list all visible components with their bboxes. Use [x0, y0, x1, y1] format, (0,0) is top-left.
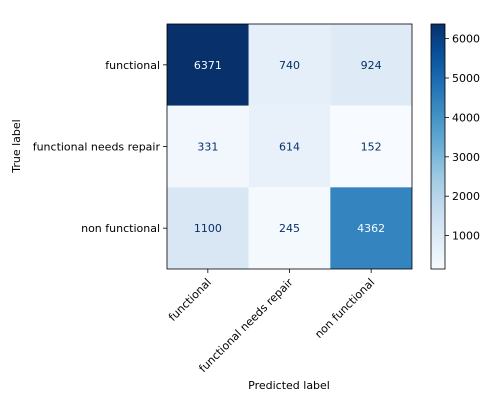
- cell-value-label: 740: [279, 59, 300, 72]
- colorbar-tick-label: 2000: [452, 190, 480, 203]
- x-axis-title: Predicted label: [248, 379, 330, 392]
- cell-value-label: 331: [197, 141, 218, 154]
- y-tick-label: functional needs repair: [33, 141, 161, 154]
- cell-value-label: 245: [279, 222, 300, 235]
- heatmap-cell: [330, 105, 412, 188]
- colorbar-tick-label: 6000: [452, 33, 480, 46]
- heatmap-cell: [167, 187, 249, 269]
- heatmap-cell: [167, 24, 249, 106]
- heatmap-cells: 6371 740 924 331 614 152 1100 245 4362: [167, 24, 412, 269]
- cell-value-label: 1100: [194, 222, 222, 235]
- colorbar-tick-label: 4000: [452, 111, 480, 124]
- heatmap-cell: [248, 187, 331, 269]
- heatmap-cell: [248, 105, 331, 188]
- cell-value-label: 614: [279, 141, 300, 154]
- heatmap-cell: [330, 24, 412, 106]
- colorbar-ticks: 1000 2000 3000 4000 5000 6000: [445, 33, 480, 243]
- colorbar-tick-label: 1000: [452, 230, 480, 243]
- cell-value-label: 924: [361, 59, 382, 72]
- colorbar-tick-label: 3000: [452, 151, 480, 164]
- heatmap-cell: [167, 105, 249, 188]
- colorbar-tick-label: 5000: [452, 72, 480, 85]
- cell-value-label: 152: [361, 141, 382, 154]
- y-tick-label: non functional: [81, 222, 160, 235]
- cell-value-label: 4362: [357, 222, 385, 235]
- colorbar: [430, 23, 446, 270]
- heatmap-cell: [330, 187, 412, 269]
- cell-value-label: 6371: [194, 59, 222, 72]
- y-tick-label: functional: [105, 59, 160, 72]
- y-axis-title: True label: [10, 119, 23, 173]
- y-axis-ticks: functional functional needs repair non fun…: [33, 59, 167, 235]
- heatmap-cell: [248, 24, 331, 106]
